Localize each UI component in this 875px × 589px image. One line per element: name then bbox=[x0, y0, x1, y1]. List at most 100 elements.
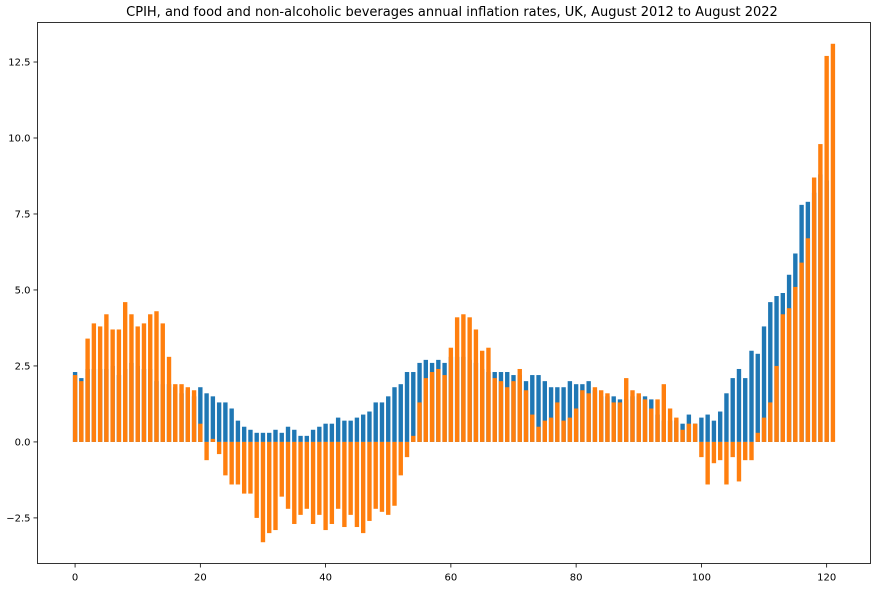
bar-series2-75 bbox=[542, 420, 547, 442]
bar-series2-25 bbox=[229, 441, 234, 485]
bar-series1-54 bbox=[411, 372, 416, 442]
bar-series2-108 bbox=[749, 441, 754, 461]
bar-series2-22 bbox=[210, 438, 216, 442]
y-tick-label: 7.5 bbox=[15, 209, 31, 220]
bar-series2-34 bbox=[285, 441, 291, 509]
bar-series2-66 bbox=[486, 347, 491, 442]
bar-series2-98 bbox=[686, 423, 692, 442]
bar-series2-18 bbox=[185, 387, 190, 442]
bar-series2-35 bbox=[292, 441, 297, 524]
bar-series2-45 bbox=[354, 441, 360, 528]
bar-series2-95 bbox=[667, 408, 673, 442]
bar-series2-21 bbox=[204, 441, 209, 461]
bar-series2-10 bbox=[135, 326, 140, 442]
bar-series2-15 bbox=[166, 356, 172, 442]
bar-series2-121 bbox=[830, 43, 836, 442]
bar-series2-46 bbox=[360, 441, 366, 534]
bar-series2-118 bbox=[811, 177, 817, 442]
bar-series1-46 bbox=[360, 414, 366, 442]
bar-series1-47 bbox=[367, 411, 372, 442]
bar-series2-62 bbox=[461, 314, 466, 442]
bar-series2-105 bbox=[730, 441, 735, 458]
bar-series2-3 bbox=[91, 323, 97, 442]
bar-series2-92 bbox=[649, 408, 654, 442]
bar-series2-117 bbox=[805, 238, 811, 442]
bar-series2-85 bbox=[605, 393, 610, 442]
y-tick-label: 0.0 bbox=[15, 437, 31, 448]
bar-series2-120 bbox=[824, 55, 829, 442]
bar-series1-51 bbox=[392, 387, 397, 442]
bar-series1-109 bbox=[755, 353, 760, 442]
bar-series2-71 bbox=[517, 368, 522, 442]
bar-series2-38 bbox=[310, 441, 316, 524]
bar-series2-51 bbox=[392, 441, 397, 506]
bar-series2-80 bbox=[573, 408, 579, 442]
bar-series2-113 bbox=[780, 314, 785, 442]
bar-series2-68 bbox=[498, 381, 504, 442]
bar-series2-19 bbox=[191, 390, 197, 442]
bar-series1-31 bbox=[267, 432, 272, 442]
bar-series2-83 bbox=[592, 387, 598, 442]
bar-series1-110 bbox=[761, 326, 767, 442]
bar-series1-106 bbox=[736, 368, 742, 442]
bar-series2-74 bbox=[536, 426, 541, 442]
bar-series2-97 bbox=[680, 429, 685, 442]
bar-series2-116 bbox=[799, 262, 804, 442]
bar-series1-37 bbox=[304, 435, 309, 442]
bar-series2-0 bbox=[72, 375, 78, 442]
bar-series1-35 bbox=[292, 429, 297, 442]
bar-series2-82 bbox=[586, 393, 591, 442]
bar-series1-101 bbox=[705, 414, 710, 442]
bar-series1-25 bbox=[229, 408, 234, 442]
bar-series1-108 bbox=[749, 350, 754, 442]
bar-series2-81 bbox=[580, 390, 585, 442]
bar-series2-55 bbox=[417, 402, 422, 442]
bar-series2-67 bbox=[492, 378, 497, 442]
x-tick-label: 100 bbox=[692, 573, 711, 584]
bar-series1-21 bbox=[204, 393, 209, 442]
bar-series1-73 bbox=[530, 375, 535, 442]
y-tick-label: 2.5 bbox=[15, 361, 31, 372]
bar-series1-22 bbox=[210, 396, 216, 442]
bar-series2-2 bbox=[85, 338, 90, 442]
bar-series2-53 bbox=[404, 441, 410, 458]
bar-series1-104 bbox=[724, 393, 729, 442]
bar-series2-4 bbox=[97, 326, 103, 442]
bar-series1-32 bbox=[273, 429, 278, 442]
x-tick-label: 20 bbox=[194, 573, 207, 584]
bar-series1-28 bbox=[248, 429, 253, 442]
bar-series1-30 bbox=[260, 432, 266, 442]
bar-series1-38 bbox=[310, 429, 316, 442]
x-tick-label: 80 bbox=[570, 573, 583, 584]
bar-series2-70 bbox=[511, 381, 516, 442]
bar-series2-114 bbox=[786, 308, 792, 442]
bar-series2-9 bbox=[129, 314, 134, 442]
bar-series1-49 bbox=[379, 402, 385, 442]
bar-series2-23 bbox=[216, 441, 222, 455]
bar-series2-91 bbox=[642, 399, 648, 442]
bar-series2-1 bbox=[79, 381, 84, 442]
bars-layer bbox=[72, 43, 836, 543]
y-tick-label: 10.0 bbox=[8, 133, 30, 144]
bar-series1-53 bbox=[404, 372, 410, 442]
chart-title: CPIH, and food and non-alcoholic beverag… bbox=[126, 5, 778, 20]
bar-series2-100 bbox=[699, 441, 704, 458]
bar-series1-20 bbox=[198, 387, 203, 442]
x-tick-label: 120 bbox=[817, 573, 836, 584]
bar-series2-17 bbox=[179, 384, 184, 442]
bar-series2-96 bbox=[674, 417, 679, 442]
x-tick-label: 60 bbox=[445, 573, 458, 584]
bar-series2-12 bbox=[148, 314, 153, 442]
bar-series1-26 bbox=[235, 420, 241, 442]
bar-series2-11 bbox=[141, 323, 147, 442]
bar-series2-14 bbox=[160, 323, 165, 442]
bar-series1-45 bbox=[354, 417, 360, 442]
bar-series2-13 bbox=[154, 311, 159, 442]
bar-series2-28 bbox=[248, 441, 253, 494]
bar-series1-74 bbox=[536, 375, 541, 442]
bar-series2-87 bbox=[617, 402, 623, 442]
bar-series2-106 bbox=[736, 441, 742, 482]
bar-series2-101 bbox=[705, 441, 710, 485]
bar-series1-24 bbox=[223, 402, 228, 442]
